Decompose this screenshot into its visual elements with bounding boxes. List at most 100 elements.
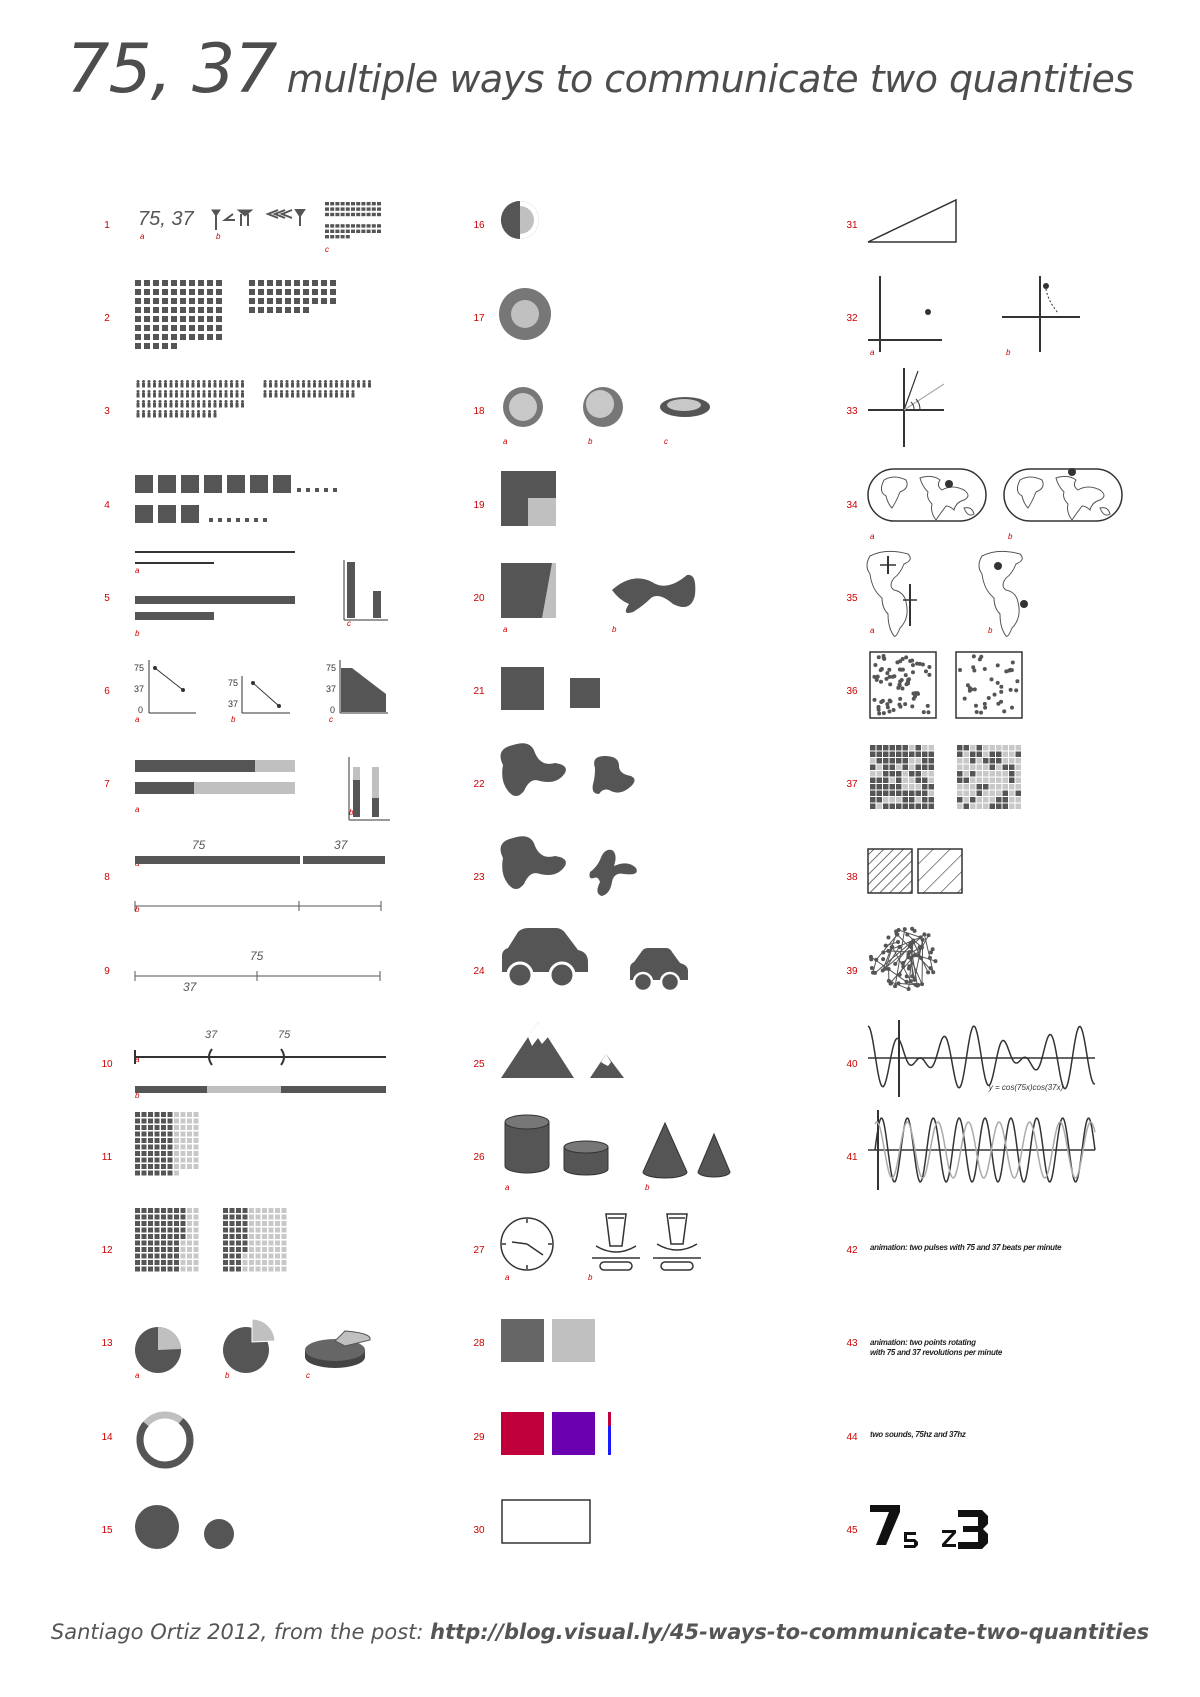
row-number: 45 [846,1525,858,1536]
row-number: 2 [104,313,110,324]
sub-letter: a [870,348,875,357]
row-number: 3 [104,406,110,417]
row-number: 34 [846,500,858,511]
example-24-cars [502,928,688,993]
tick-0-c: 0 [330,705,335,715]
sub-letter: b [225,1371,230,1380]
example-20-split-shapes [501,563,696,618]
sub-letter: b [588,1273,593,1282]
sub-letter: a [135,1371,140,1380]
tick-0: 0 [138,705,143,715]
example-38-hatched-squares [867,848,963,894]
row-number: 16 [473,220,485,231]
sub-letter: a [870,532,875,541]
cuneiform-grid-c [325,202,381,239]
row-number: 26 [473,1152,485,1163]
row-number: 35 [846,593,858,604]
label-75: 75 [192,838,206,852]
wave-formula: y = cos(75x)cos(37x) [988,1083,1064,1092]
example-35-america-maps [866,550,1028,637]
sub-letter: a [503,437,508,446]
sub-letter: b [645,1183,650,1192]
example-41-dual-waves [868,1110,1096,1190]
sub-letter: b [1006,348,1011,357]
scale-a [592,1213,640,1271]
sub-letter: c [664,437,668,446]
example-22-blobs [500,743,635,796]
example-40-wave: y = cos(75x)cos(37x) [867,1020,1095,1097]
footer-url-link[interactable]: http://blog.visual.ly/45-ways-to-communi… [430,1620,1150,1644]
row-number: 32 [846,313,858,324]
example-23-blobs [500,836,637,896]
scale-b [653,1213,701,1271]
example-11-grid [135,1112,199,1176]
row-number: 12 [101,1245,113,1256]
sub-letter: b [612,625,617,634]
tick-37: 37 [134,684,144,694]
row-number: 17 [473,313,485,324]
row-number: 23 [473,872,485,883]
example-27-clock-and-scales [500,1213,701,1271]
example-9-scale-line: 75 37 [134,949,381,994]
row-number: 15 [101,1525,113,1536]
sub-letter: b [231,715,236,724]
label-37: 37 [205,1029,218,1041]
sub-letter: b [135,629,140,638]
example-39-network-cloud [868,926,938,992]
sub-letter: b [349,808,354,817]
tick-37-c: 37 [326,684,336,694]
row-number: 39 [846,966,858,977]
row-number: 25 [473,1059,485,1070]
sub-letter: c [306,1371,310,1380]
sub-letter: a [505,1273,510,1282]
row-number: 6 [104,686,110,697]
example-33-angles [868,368,945,447]
row-number: 1 [104,220,110,231]
sub-letter: b [988,626,993,635]
row-number: 9 [104,966,110,977]
title-numbers: 75, 37 [66,30,277,109]
row-number: 40 [846,1059,858,1070]
footer-credit: Santiago Ortiz 2012, from the post: http… [0,1620,1200,1644]
label-37: 37 [334,838,349,852]
example-19-nested-squares [501,471,556,526]
sub-letter: b [135,1091,140,1100]
example-29-color-squares [501,1412,611,1455]
sub-letter: a [135,566,140,575]
label-75: 75 [250,949,264,963]
example-44-text: two sounds, 75hz and 37hz [870,1430,966,1439]
world-map-a [867,468,987,522]
row-number: 10 [101,1059,113,1070]
sub-letter: c [347,619,351,628]
example-28-gray-squares [501,1319,595,1362]
row-number: 4 [104,500,110,511]
row-number: 20 [473,593,485,604]
example-13-pies [135,1318,371,1373]
row-number: 5 [104,593,110,604]
example-45-size-glyphs [870,1505,988,1549]
row-number: 21 [473,686,485,697]
tick-75: 75 [134,663,144,673]
example-36-scatter-boxes [869,651,1023,719]
example-42-text: animation: two pulses with 75 and 37 bea… [870,1243,1062,1252]
example-16-half-circles [501,201,539,239]
row-number: 33 [846,406,858,417]
row-number: 37 [846,779,858,790]
row-number: 11 [102,1152,113,1163]
sub-letter: b [135,905,140,914]
example-37-tile-grids [870,745,1021,809]
pie-3d [305,1330,371,1368]
row-number: 28 [473,1338,485,1349]
sub-letter: c [325,245,329,254]
row-number: 7 [104,779,110,790]
example-7-stacked-bars [135,757,390,821]
row-number: 14 [101,1432,113,1443]
sub-letter: a [140,232,145,241]
row-number: 19 [473,500,485,511]
sub-letter: c [329,715,333,724]
tick-75-b: 75 [228,678,238,688]
sub-letter: a [135,715,140,724]
sub-letter: a [135,805,140,814]
example-5-bars [135,551,388,621]
example-2-square-counts [135,280,336,349]
